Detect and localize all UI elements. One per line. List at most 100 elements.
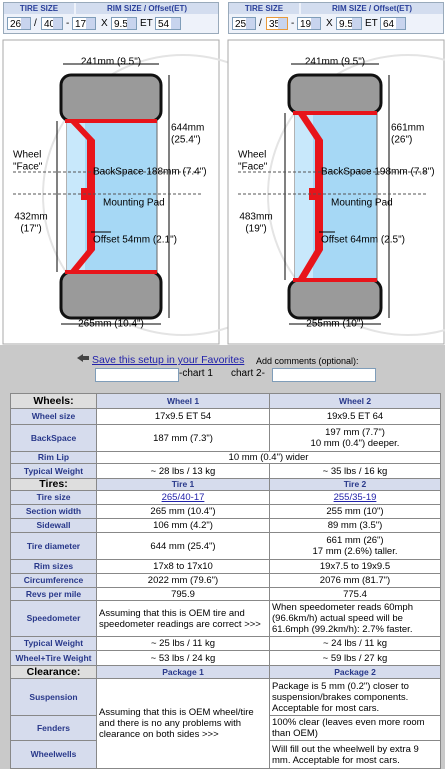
separator: X (101, 18, 108, 29)
offset-label: Offset 64mm (2.5") (321, 235, 405, 246)
spoke (297, 113, 323, 280)
tire-size-header: TIRE SIZE (229, 3, 299, 14)
rim-barrel (65, 119, 157, 274)
tire-bottom (287, 278, 383, 320)
table-row: Sidewall 106 mm (4.2") 89 mm (3.5") (10, 518, 441, 533)
cell: ~ 59 lbs / 27 kg (269, 650, 441, 666)
tire-diameter: 644mm (171, 123, 204, 134)
table-row: Wheel size 17x9.5 ET 54 19x9.5 ET 64 (10, 408, 441, 425)
cell: ~ 53 lbs / 24 kg (96, 650, 270, 666)
cell: When speedometer reads 60mph (96.6km/h) … (269, 600, 441, 637)
row-label: Typical Weight (10, 636, 97, 651)
table-row: Suspension Assuming that this is OEM whee… (10, 678, 441, 769)
cell: ~ 35 lbs / 16 kg (269, 463, 441, 479)
cell: Will fill out the wheelwell by extra 9 m… (269, 740, 441, 769)
row-label: Tires: (10, 478, 97, 491)
table-row: Typical Weight ~ 25 lbs / 11 kg ~ 24 lbs /… (10, 636, 441, 651)
select-rim-width[interactable]: 9.5 (336, 17, 362, 30)
separator: / (259, 18, 262, 29)
row-label: Tire diameter (10, 532, 97, 560)
comparison-table: Wheels: Wheel 1 Wheel 2 Wheel size 17x9.5 ET… (10, 393, 441, 769)
tire-size-link[interactable]: 255/35-19 (333, 492, 377, 503)
row-label: Sidewall (10, 518, 97, 533)
separator: / (34, 18, 37, 29)
table-row: Rim sizes 17x8 to 17x10 19x7.5 to 19x9.5 (10, 559, 441, 574)
chart2-label: chart 2- (231, 368, 265, 379)
row-label: Rim Lip (10, 451, 97, 464)
select-aspect[interactable]: 35 (266, 17, 288, 30)
cell: ~ 25 lbs / 11 kg (96, 636, 270, 651)
row-label: Revs per mile (10, 587, 97, 601)
select-rim-width[interactable]: 9.5 (111, 17, 137, 30)
rim-diameter: (17") (20, 224, 41, 235)
cell: Package 1 (96, 665, 270, 679)
cell: 2076 mm (81.7") (269, 573, 441, 588)
cell: ~ 24 lbs / 11 kg (269, 636, 441, 651)
cell: Tire 2 (269, 478, 441, 491)
cell: 265/40-17 (96, 490, 270, 505)
separator: - (291, 18, 295, 29)
cell-line: 661 mm (26") (326, 535, 384, 546)
table-row: Tires: Tire 1 Tire 2 (10, 478, 441, 491)
cell-line: 197 mm (7.7") (325, 427, 385, 438)
backspace: BackSpace 188mm (7.4") (93, 167, 207, 178)
cell: 644 mm (25.4") (96, 532, 270, 560)
tire-diameter: (25.4") (171, 135, 201, 146)
favorites-link[interactable]: Save this setup in your Favorites (92, 354, 245, 366)
rim-diameter: 432mm (14, 212, 47, 223)
cell: 795.9 (96, 587, 270, 601)
cell: 17x9.5 ET 54 (96, 408, 270, 425)
cell: ~ 28 lbs / 13 kg (96, 463, 270, 479)
rim-diameter: (19") (245, 224, 266, 235)
tire-diameter: (26") (391, 135, 412, 146)
row-label: Tire size (10, 490, 97, 505)
select-width[interactable]: 265 (7, 17, 31, 30)
cell: 2022 mm (79.6") (96, 573, 270, 588)
select-width[interactable]: 255 (232, 17, 256, 30)
row-label: Wheel+Tire Weight (10, 650, 97, 666)
top-width: 241mm (9.5") (81, 57, 141, 68)
select-diameter[interactable]: 17 (72, 17, 96, 30)
face-label: "Face" (13, 162, 43, 173)
top-width: 241mm (9.5") (305, 57, 365, 68)
diagrams: 241mm (9.5")644mm(25.4")Wheel"Face" BackS… (2, 39, 445, 345)
separator: ET (140, 18, 153, 29)
table-row: Wheelwells Will fill out the wheelwell by… (10, 740, 441, 769)
row-label: Clearance: (10, 665, 97, 679)
cell: 187 mm (7.3") (96, 424, 270, 452)
row-label: BackSpace (10, 424, 97, 452)
row-label: Rim sizes (10, 559, 97, 574)
comments-label: Add comments (optional): (256, 356, 359, 366)
select-offset[interactable]: 54 (155, 17, 181, 30)
section-width: 265mm (10.4") (78, 319, 144, 330)
cell: Tire 1 (96, 478, 270, 491)
offset-label: Offset 54mm (2.1") (93, 235, 177, 246)
tire-size-link[interactable]: 265/40-17 (161, 492, 205, 503)
select-diameter[interactable]: 19 (297, 17, 321, 30)
wheel-outline (267, 54, 445, 336)
rim-size-header: RIM SIZE / Offset(ET) (76, 3, 218, 14)
tire-top (59, 73, 163, 123)
cell: Package is 5 mm (0.2") closer to suspens… (269, 678, 441, 716)
rim-shade (67, 115, 85, 278)
cell: Assuming that this is OEM tire and speed… (96, 600, 270, 637)
cell: 89 mm (3.5") (269, 518, 441, 533)
row-label: Suspension (10, 678, 97, 716)
row-label: Section width (10, 504, 97, 519)
table-row: Fenders 100% clear (leaves even more room… (10, 715, 441, 741)
cell: 255/35-19 (269, 490, 441, 505)
cell-line: 17 mm (2.6%) taller. (312, 546, 398, 557)
row-label: Typical Weight (10, 463, 97, 479)
favorites-icon (77, 354, 89, 362)
section-width: 255mm (10") (306, 319, 363, 330)
cell: 19x9.5 ET 64 (269, 408, 441, 425)
cell: 106 mm (4.2") (96, 518, 270, 533)
tire-top (287, 73, 383, 115)
cell: 10 mm (0.4") wider (96, 451, 441, 464)
select-aspect[interactable]: 40 (41, 17, 63, 30)
chart1-input[interactable] (95, 368, 179, 382)
select-offset[interactable]: 64 (380, 17, 406, 30)
comments-input[interactable] (272, 368, 376, 382)
rim-size-header: RIM SIZE / Offset(ET) (301, 3, 443, 14)
rim-shade (295, 107, 313, 286)
